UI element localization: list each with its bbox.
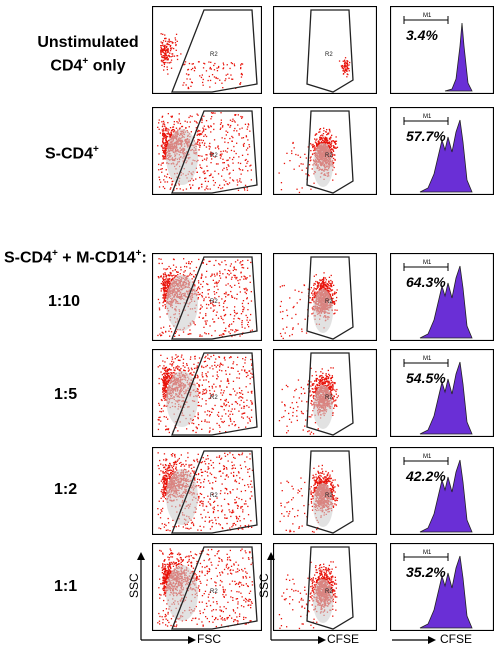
marker-label: M1	[423, 114, 432, 120]
mi-percent-value: 3.4%	[406, 27, 438, 43]
cfse-ssc-scatter-3: R2	[273, 253, 377, 341]
fsc-axis-label: FSC	[197, 632, 221, 646]
gate-label: R2	[210, 493, 218, 499]
gate-label: R2	[210, 153, 218, 159]
fsc-ssc-scatter-5: R2	[152, 447, 262, 535]
mi-percent-value: 54.5%	[406, 370, 446, 386]
fsc-ssc-scatter-1: R2	[152, 6, 262, 94]
mi-percent-value: 35.2%	[406, 564, 446, 580]
cfse-ssc-scatter-6: R2	[273, 543, 377, 631]
fsc-ssc-scatter-3: R2	[152, 253, 262, 341]
fsc-ssc-scatter-6: R2	[152, 543, 262, 631]
cfse-histogram-3: M1 64.3%	[390, 253, 494, 341]
gate-label: R2	[325, 153, 333, 159]
marker-label: M1	[423, 13, 432, 19]
gate-label: R2	[325, 493, 333, 499]
label-ratio-1-5: 1:5	[54, 386, 78, 403]
group-header: S-CD4+ + M-CD14+:	[4, 248, 147, 267]
marker-label: M1	[423, 260, 432, 266]
cfse-histogram-5: M1 42.2%	[390, 447, 494, 535]
mi-percent-value: 57.7%	[406, 128, 446, 144]
label-unstimulated: Unstimulated CD4+ only	[37, 34, 139, 75]
label-ratio-1-2: 1:2	[54, 481, 78, 498]
cfse-histogram-6: M1 35.2%	[390, 543, 494, 631]
label-s-cd4: S-CD4+	[45, 144, 99, 163]
cfse-axis-label-scatter: CFSE	[327, 632, 360, 646]
label-ratio-1-10: 1:10	[48, 293, 81, 310]
cfse-ssc-scatter-4: R2	[273, 349, 377, 437]
gate-label: R2	[325, 395, 333, 401]
gate-label: R2	[210, 299, 218, 305]
cfse-histogram-2: M1 57.7%	[390, 107, 494, 195]
mi-percent-value: 64.3%	[406, 274, 446, 290]
marker-label: M1	[423, 454, 432, 460]
gate-label: R2	[325, 589, 333, 595]
cfse-histogram-1: M1 3.4%	[390, 6, 494, 94]
cfse-axis-label-hist: CFSE	[440, 632, 473, 646]
ssc-axis-label-1: SSC	[127, 573, 141, 598]
cfse-histogram-4: M1 54.5%	[390, 349, 494, 437]
marker-label: M1	[423, 550, 432, 556]
fsc-ssc-scatter-4: R2	[152, 349, 262, 437]
gate-label: R2	[210, 52, 218, 58]
marker-label: M1	[423, 356, 432, 362]
gate-label: R2	[325, 299, 333, 305]
gate-label: R2	[325, 52, 333, 58]
mi-percent-value: 42.2%	[405, 468, 446, 484]
cfse-ssc-scatter-1: R2	[273, 6, 377, 94]
gate-label: R2	[210, 395, 218, 401]
fsc-ssc-scatter-2: R2	[152, 107, 262, 195]
cfse-ssc-scatter-5: R2	[273, 447, 377, 535]
cfse-ssc-scatter-2: R2	[273, 107, 377, 195]
gate-label: R2	[210, 589, 218, 595]
ssc-axis-label-2: SSC	[257, 573, 271, 598]
label-ratio-1-1: 1:1	[54, 578, 78, 595]
